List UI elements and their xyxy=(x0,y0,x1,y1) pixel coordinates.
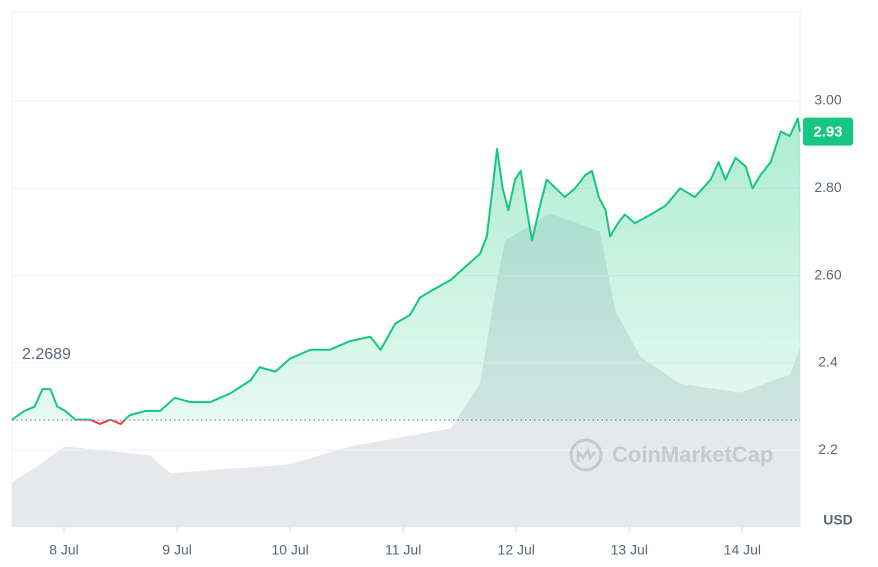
x-tick-label: 11 Jul xyxy=(385,542,421,558)
x-tick-label: 12 Jul xyxy=(498,542,535,558)
x-tick-label: 14 Jul xyxy=(724,542,761,558)
reference-label: 2.2689 xyxy=(22,346,71,363)
watermark-text: CoinMarketCap xyxy=(612,442,773,467)
price-badge-label: 2.93 xyxy=(813,124,842,141)
y-tick-label: 2.2 xyxy=(818,441,838,457)
x-tick-label: 8 Jul xyxy=(49,542,79,558)
price-area xyxy=(12,118,800,421)
watermark: CoinMarketCap xyxy=(569,438,773,472)
y-tick-label: 3.00 xyxy=(814,92,841,108)
y-tick-label: 2.60 xyxy=(814,266,841,282)
price-badge xyxy=(803,117,853,146)
x-tick-label: 13 Jul xyxy=(611,542,648,558)
y-tick-label: 2.4 xyxy=(818,354,838,370)
x-tick-label: 10 Jul xyxy=(271,542,308,558)
x-tick-label: 9 Jul xyxy=(162,542,192,558)
currency-label: USD xyxy=(823,512,853,528)
y-tick-label: 2.80 xyxy=(814,179,841,195)
price-line xyxy=(11,117,801,421)
